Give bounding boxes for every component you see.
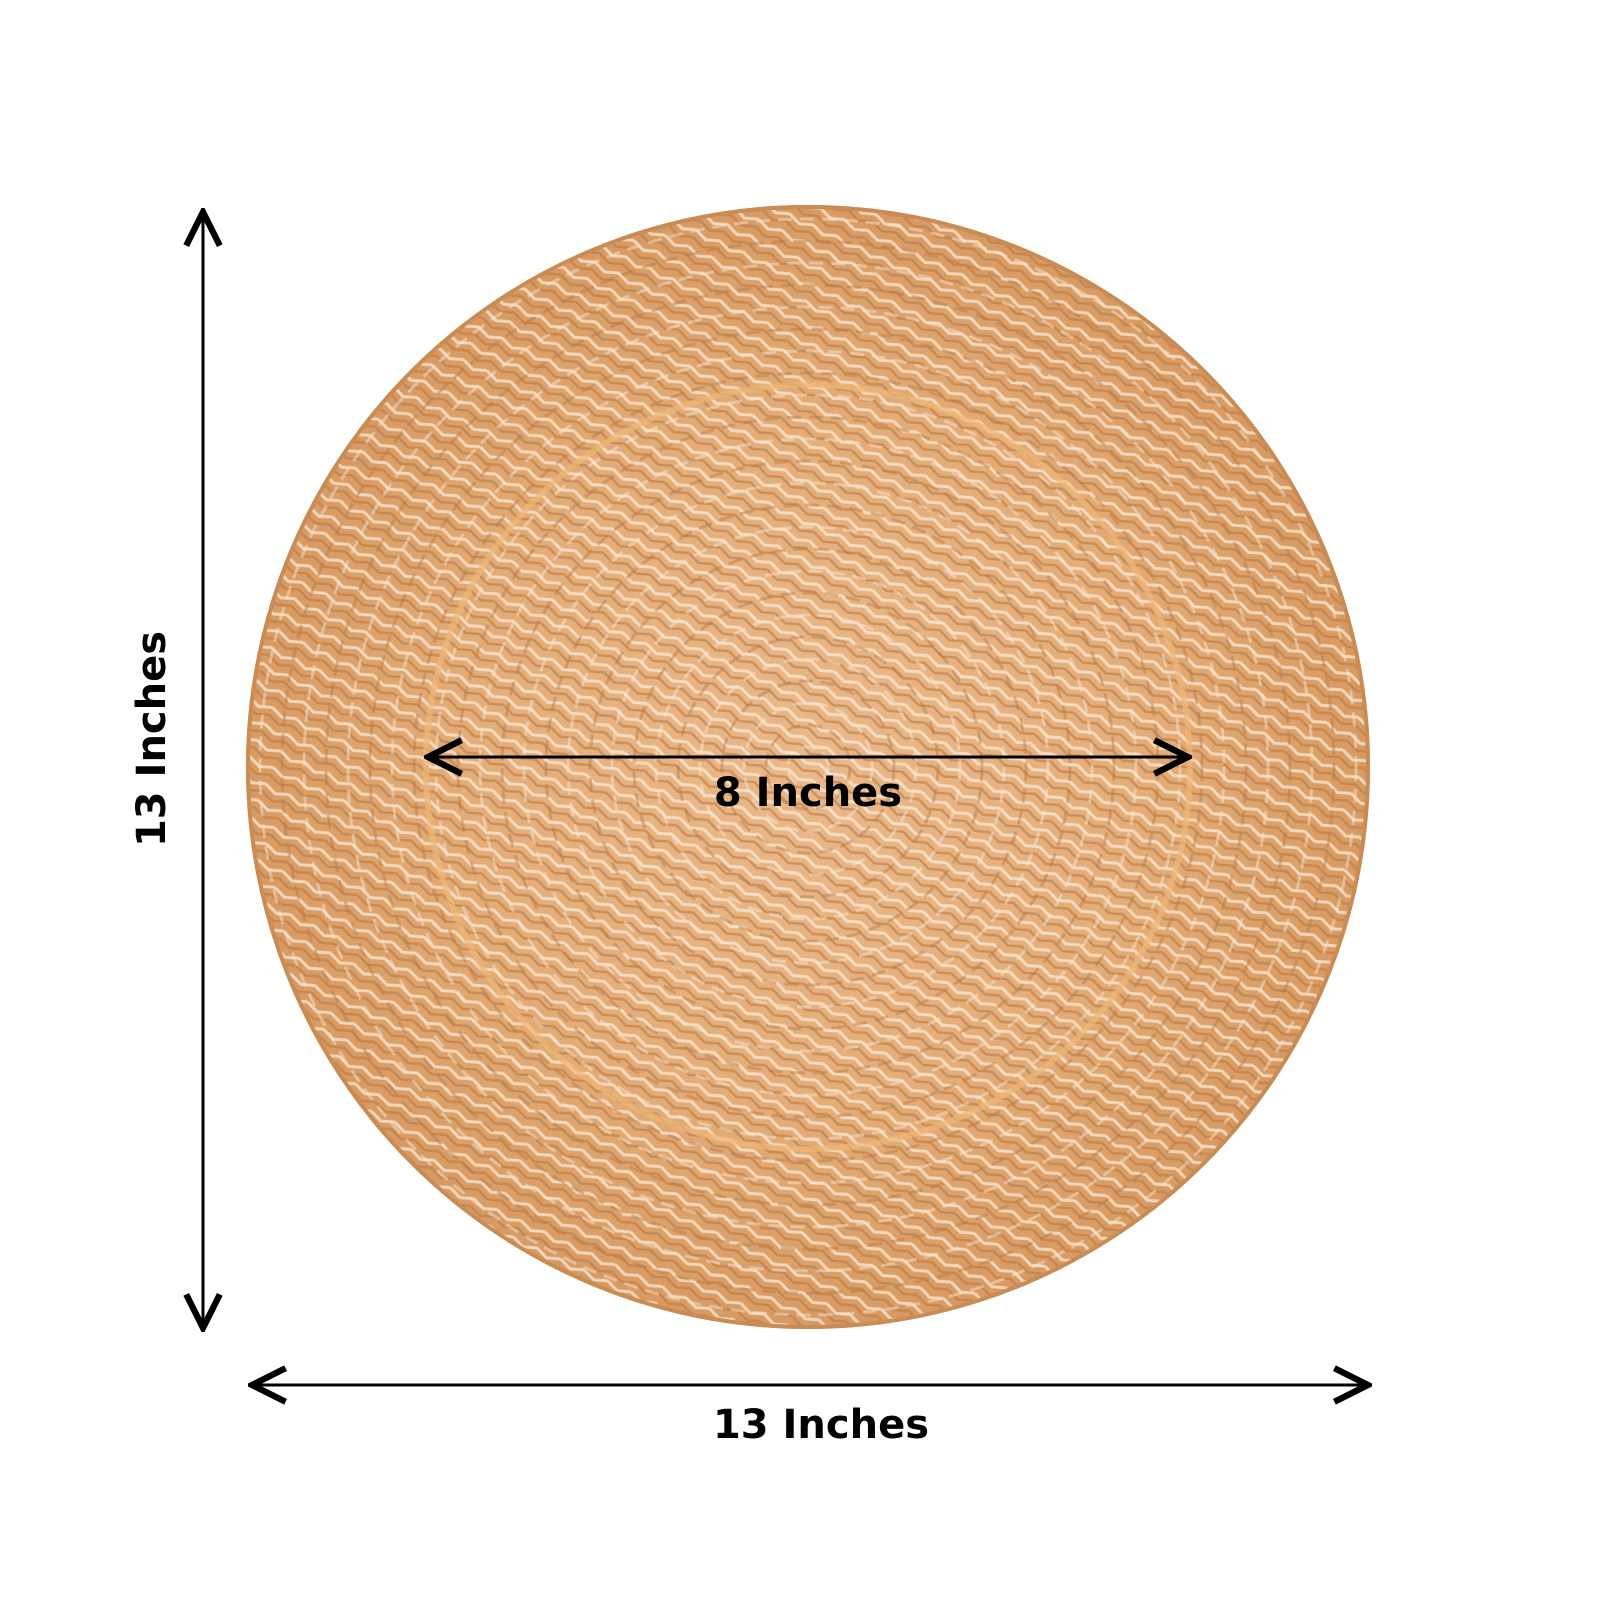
- height-label: 13 Inches: [129, 631, 175, 847]
- weave-ring: [346, 305, 1270, 1229]
- weave-ring: [412, 371, 1204, 1163]
- weave-ring: [390, 349, 1226, 1185]
- weave-ring: [302, 261, 1314, 1273]
- width-label: 13 Inches: [713, 1402, 929, 1448]
- charger-plate: [246, 205, 1370, 1329]
- weave-ring: [324, 283, 1292, 1251]
- weave-ring: [368, 327, 1248, 1207]
- weave-ring: [258, 217, 1358, 1317]
- plate-outer-edge: [246, 205, 1370, 1329]
- inner-diameter-label: 8 Inches: [714, 770, 902, 816]
- weave-ring: [280, 239, 1336, 1295]
